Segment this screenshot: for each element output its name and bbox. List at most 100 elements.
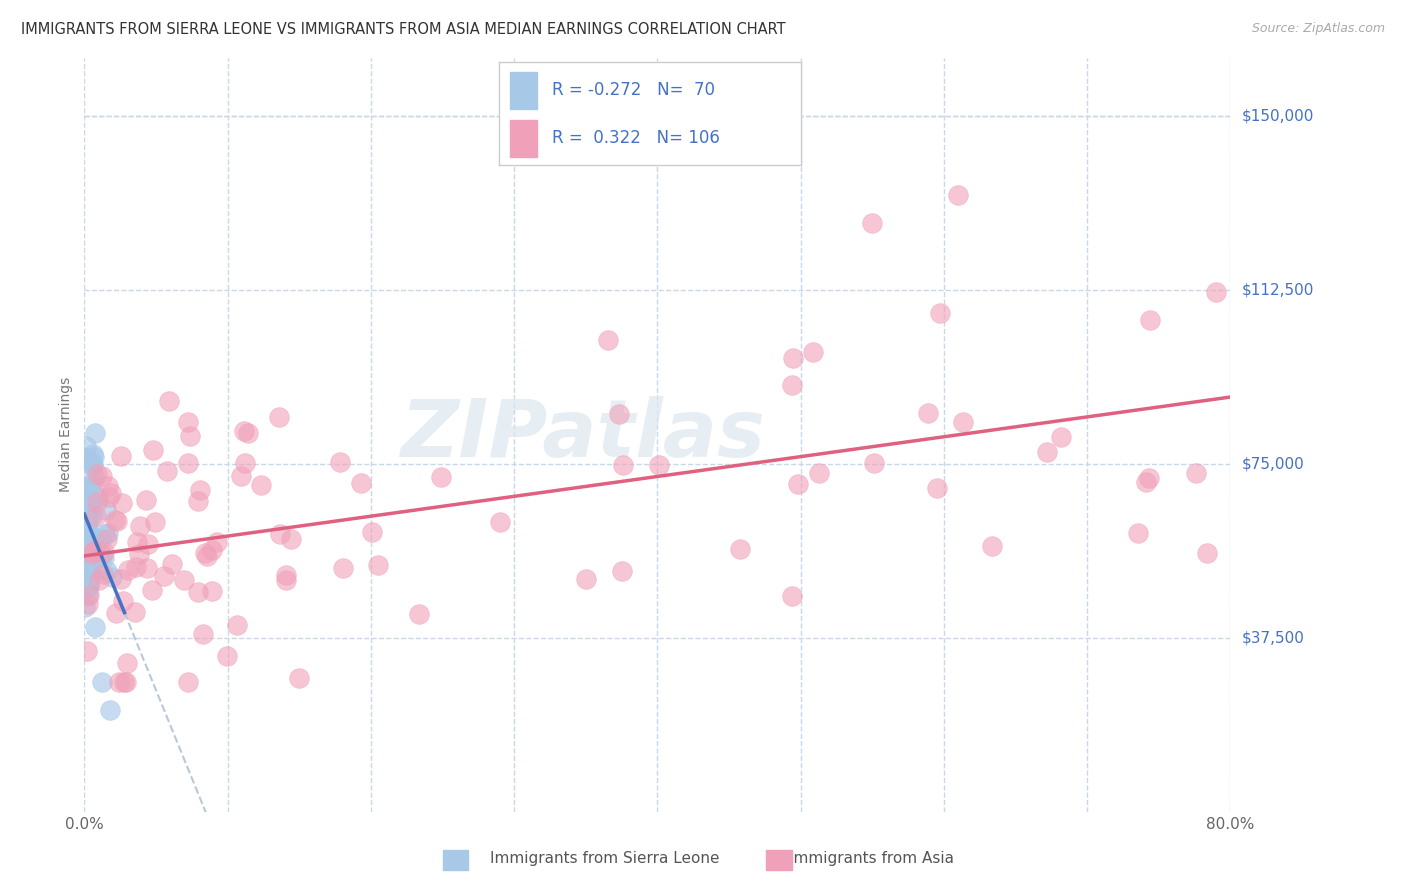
Point <box>110 450 132 464</box>
Point <box>233 456 256 470</box>
Point <box>90 674 112 689</box>
Point <box>728 542 751 557</box>
Point <box>177 674 200 689</box>
Point <box>76 450 98 465</box>
Point <box>124 559 146 574</box>
Point <box>288 671 311 685</box>
Point <box>803 344 825 359</box>
Point <box>76 504 98 518</box>
Point <box>117 563 139 577</box>
Point <box>350 476 373 491</box>
Point <box>76 516 98 531</box>
Text: Immigrants from Asia: Immigrants from Asia <box>789 851 955 865</box>
Point <box>87 490 110 504</box>
Point <box>79 541 101 555</box>
Point <box>1049 430 1071 444</box>
Point <box>76 588 98 602</box>
Point <box>79 579 101 593</box>
Point <box>329 455 352 469</box>
Point <box>863 456 886 470</box>
Point <box>82 555 104 569</box>
Point <box>193 627 215 641</box>
Point <box>105 606 128 620</box>
Point <box>188 483 211 497</box>
Point <box>107 674 129 689</box>
Point <box>128 519 150 533</box>
Point <box>128 547 150 561</box>
Point <box>280 532 302 546</box>
Point <box>76 541 98 556</box>
Point <box>86 508 108 523</box>
Point <box>917 406 939 420</box>
Point <box>97 490 120 504</box>
Point <box>93 545 115 559</box>
Point <box>647 458 669 473</box>
Point <box>77 535 100 549</box>
Point <box>77 588 100 602</box>
Point <box>73 451 96 466</box>
Point <box>77 526 100 541</box>
Point <box>195 549 218 563</box>
Point <box>97 525 120 540</box>
Text: Immigrants from Sierra Leone: Immigrants from Sierra Leone <box>489 851 720 865</box>
Point <box>928 305 950 319</box>
Point <box>361 525 384 540</box>
Point <box>73 516 96 531</box>
Point <box>201 583 224 598</box>
Point <box>238 425 260 440</box>
Point <box>160 558 183 572</box>
Point <box>136 560 159 574</box>
Point <box>980 539 1002 553</box>
Bar <box>510 71 537 109</box>
Point <box>79 538 101 552</box>
Point <box>93 550 115 565</box>
Point <box>94 503 117 517</box>
Point <box>77 527 100 541</box>
Point <box>79 566 101 580</box>
Point <box>80 529 103 543</box>
Point <box>77 491 100 506</box>
Point <box>115 674 138 689</box>
Point <box>83 470 105 484</box>
Point <box>75 546 97 560</box>
Point <box>145 515 167 529</box>
Point <box>83 425 105 440</box>
Point <box>82 447 104 461</box>
Point <box>156 464 179 478</box>
Point <box>87 573 110 587</box>
Point <box>84 545 107 559</box>
Point <box>96 532 118 546</box>
Point <box>80 508 103 523</box>
Point <box>787 477 810 491</box>
Point <box>952 416 974 430</box>
Point <box>860 216 883 230</box>
Point <box>75 483 97 498</box>
Point <box>82 545 104 559</box>
Point <box>76 644 98 658</box>
Point <box>73 535 96 549</box>
Point <box>80 477 103 491</box>
Point <box>79 567 101 582</box>
Point <box>76 552 98 566</box>
Point <box>75 500 97 515</box>
Point <box>104 513 127 527</box>
Point <box>86 494 108 508</box>
Point <box>1126 526 1149 541</box>
Point <box>77 456 100 470</box>
Point <box>100 570 122 584</box>
Bar <box>510 120 537 157</box>
Point <box>187 494 209 508</box>
Point <box>79 554 101 568</box>
Point <box>173 573 195 587</box>
Point <box>90 549 112 563</box>
Point <box>1195 546 1218 560</box>
Point <box>94 527 117 541</box>
Point <box>91 566 114 581</box>
Point <box>226 618 249 632</box>
Point <box>75 504 97 518</box>
Text: Source: ZipAtlas.com: Source: ZipAtlas.com <box>1251 22 1385 36</box>
Point <box>610 564 633 578</box>
Point <box>77 489 100 503</box>
Point <box>97 479 120 493</box>
Text: $112,500: $112,500 <box>1241 283 1315 297</box>
